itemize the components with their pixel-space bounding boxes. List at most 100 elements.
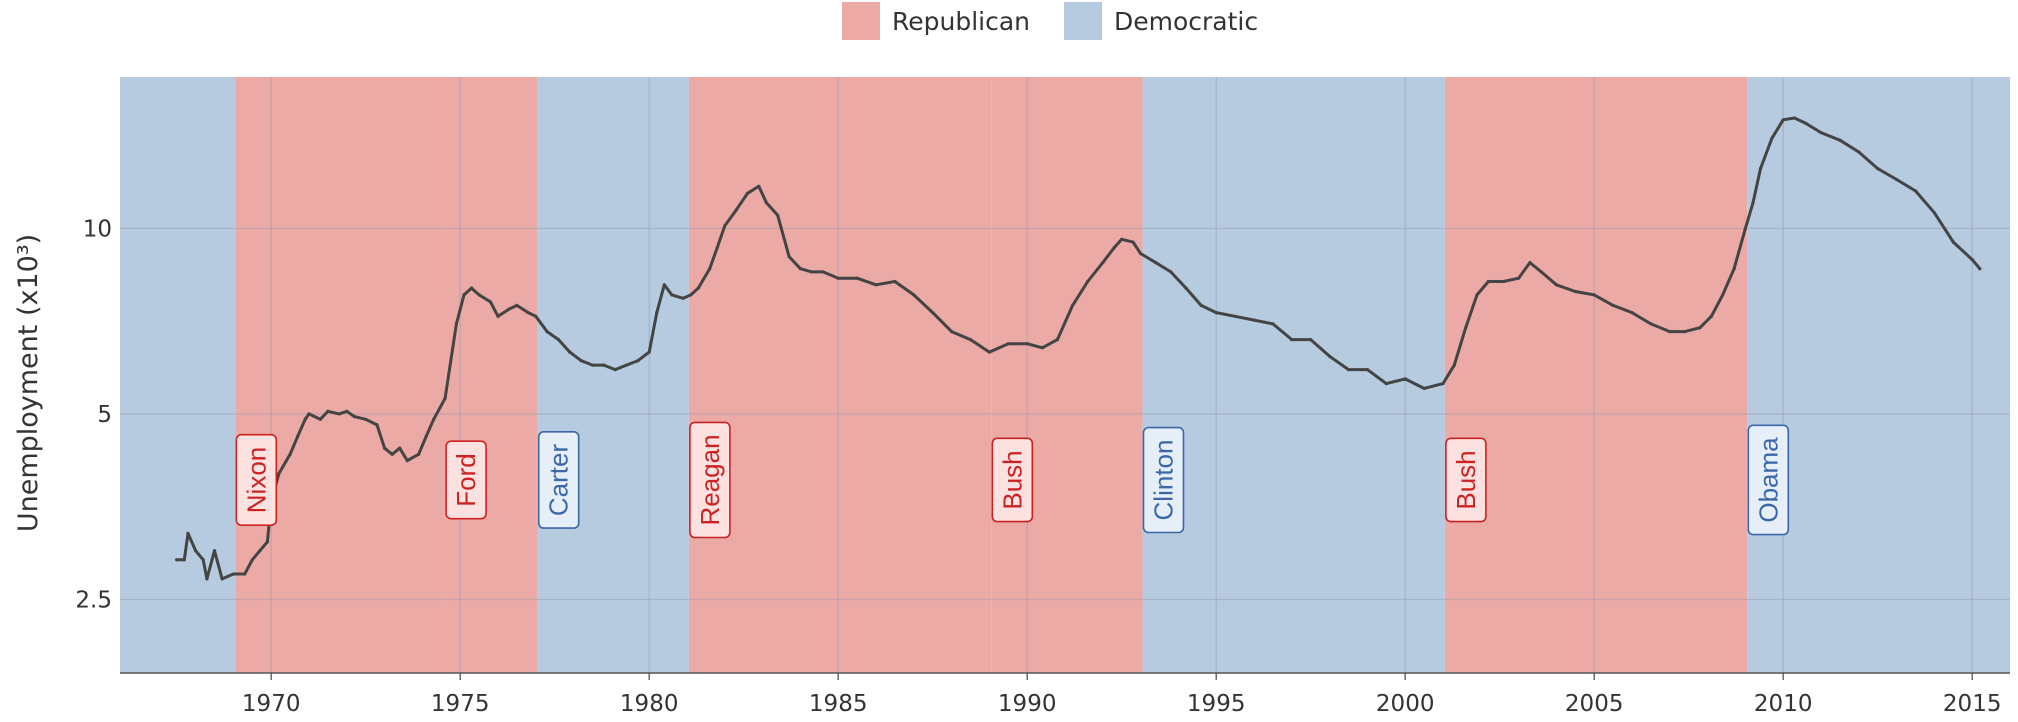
data-point <box>1970 258 1974 262</box>
data-point <box>568 350 572 354</box>
president-label-text: Obama <box>1753 437 1783 523</box>
legend-label-republican[interactable]: Republican <box>892 7 1030 36</box>
president-label-text: Clinton <box>1149 440 1179 521</box>
data-point <box>462 293 466 297</box>
data-point <box>1857 150 1861 154</box>
data-point <box>1932 211 1936 215</box>
data-point <box>1770 136 1774 140</box>
data-point <box>432 417 436 421</box>
data-point <box>1668 330 1672 334</box>
data-point <box>1101 261 1105 265</box>
data-point <box>810 270 814 274</box>
data-point <box>1554 283 1558 287</box>
data-point <box>1309 338 1313 342</box>
data-point <box>1501 279 1506 284</box>
legend-swatch-democratic <box>1064 2 1102 40</box>
data-point <box>1139 252 1143 256</box>
president-label-ford-2: Ford <box>445 440 487 520</box>
data-point <box>186 531 190 536</box>
data-point <box>417 452 421 456</box>
data-point <box>1071 303 1075 307</box>
data-point <box>1876 167 1880 171</box>
data-point <box>1751 201 1755 205</box>
data-point <box>1951 240 1955 244</box>
data-point <box>798 267 803 271</box>
data-point <box>1743 226 1747 230</box>
presidency-band-johnson-0 <box>120 77 236 673</box>
president-label-clinton-6: Clinton <box>1142 426 1185 534</box>
president-label-obama-8: Obama <box>1747 424 1790 536</box>
data-point <box>636 359 640 363</box>
data-point <box>288 452 292 456</box>
data-point <box>443 396 447 400</box>
data-point <box>545 330 549 334</box>
data-point <box>1040 346 1044 350</box>
presidency-band-nixon-1 <box>235 77 446 673</box>
president-label-box <box>537 430 580 529</box>
data-point <box>1517 276 1521 280</box>
y-tick-label-2_5: 2.5 <box>75 588 112 614</box>
data-point <box>424 434 428 438</box>
data-point <box>231 572 235 576</box>
data-point <box>1721 293 1725 297</box>
data-point <box>1199 303 1203 307</box>
legend-swatch-republican <box>842 2 880 40</box>
data-point <box>1441 382 1445 386</box>
legend-label-democratic[interactable]: Democratic <box>1114 7 1258 36</box>
data-point <box>1732 267 1736 271</box>
data-point <box>220 577 224 581</box>
president-label-box <box>1747 424 1790 536</box>
data-point <box>912 293 916 297</box>
x-tick-label-2005: 2005 <box>1565 691 1624 717</box>
data-point <box>496 314 500 318</box>
x-tick-label-1985: 1985 <box>809 691 868 717</box>
data-point <box>1486 279 1490 284</box>
data-point <box>1328 354 1332 358</box>
data-point <box>194 549 198 553</box>
data-point <box>776 213 780 217</box>
x-tick-label-1995: 1995 <box>1187 691 1246 717</box>
data-point <box>345 409 349 413</box>
data-point <box>318 417 322 421</box>
x-tick-label-1970: 1970 <box>242 691 301 717</box>
data-point <box>1630 311 1634 315</box>
data-point <box>1611 303 1615 307</box>
data-point <box>1838 138 1842 142</box>
series-line-unemployment <box>175 116 1982 581</box>
data-point <box>1709 314 1713 318</box>
data-point <box>590 363 595 367</box>
data-point <box>624 363 629 367</box>
data-point <box>307 412 311 416</box>
data-point <box>258 549 262 553</box>
data-point <box>1169 270 1173 274</box>
presidency-bands <box>120 77 2010 673</box>
data-point <box>405 459 409 463</box>
data-point <box>613 368 617 372</box>
data-point <box>1055 338 1059 342</box>
president-label-box <box>1142 426 1185 534</box>
president-label-reagan-4: Reagan <box>689 421 731 539</box>
data-point <box>1792 116 1797 120</box>
president-label-text: Carter <box>544 444 574 517</box>
data-point <box>1112 246 1116 250</box>
data-point <box>507 307 511 311</box>
data-point <box>243 572 247 576</box>
data-point <box>950 330 954 334</box>
data-point <box>1346 368 1351 372</box>
data-point <box>647 350 651 354</box>
presidency-band-bush-7 <box>1444 77 1748 673</box>
president-label-box <box>235 433 278 527</box>
data-point <box>723 224 727 228</box>
data-point <box>488 300 492 304</box>
data-point <box>1025 342 1029 346</box>
presidency-band-bush-5 <box>991 77 1143 673</box>
president-label-text: Ford <box>451 453 481 506</box>
data-point <box>715 246 719 250</box>
data-point <box>1384 382 1388 386</box>
data-point <box>662 283 666 287</box>
data-point <box>1452 363 1456 367</box>
data-point <box>1464 326 1468 330</box>
data-point <box>855 276 859 280</box>
